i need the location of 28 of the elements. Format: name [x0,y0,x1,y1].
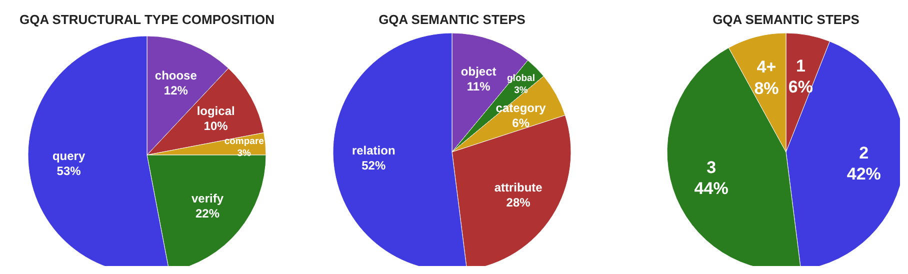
slice-label: choose [154,68,198,83]
chart-title: GQA SEMANTIC STEPS [712,12,860,27]
slice-label: query [52,148,86,163]
chart-title: GQA SEMANTIC STEPS [378,12,526,27]
data-label: 28% [506,196,531,210]
data-label: 8% [754,78,779,98]
slice-label: 4+ [756,58,776,77]
data-label: 12% [164,84,188,98]
slice-label: verify [192,192,224,206]
data-label: 22% [196,206,220,221]
data-label: 6% [788,78,814,97]
data-label: 3% [514,84,528,96]
slice-label: 1 [796,56,806,76]
chart-title: GQA STRUCTURAL TYPE COMPOSITION [20,12,274,27]
slice-label: 2 [859,143,869,162]
slice-label: relation [352,144,396,158]
slice-label: logical [196,104,235,118]
slice-label: attribute [494,180,543,195]
data-label: 6% [512,116,530,130]
data-label: 44% [694,179,728,198]
data-label: 53% [56,164,82,178]
data-label: 11% [466,80,491,94]
data-label: 52% [362,158,386,173]
slice-label: object [460,64,496,79]
slice-label: 3 [706,158,716,177]
data-label: 10% [204,118,228,133]
slice-label: compare [224,136,264,147]
data-label: 42% [846,164,881,184]
